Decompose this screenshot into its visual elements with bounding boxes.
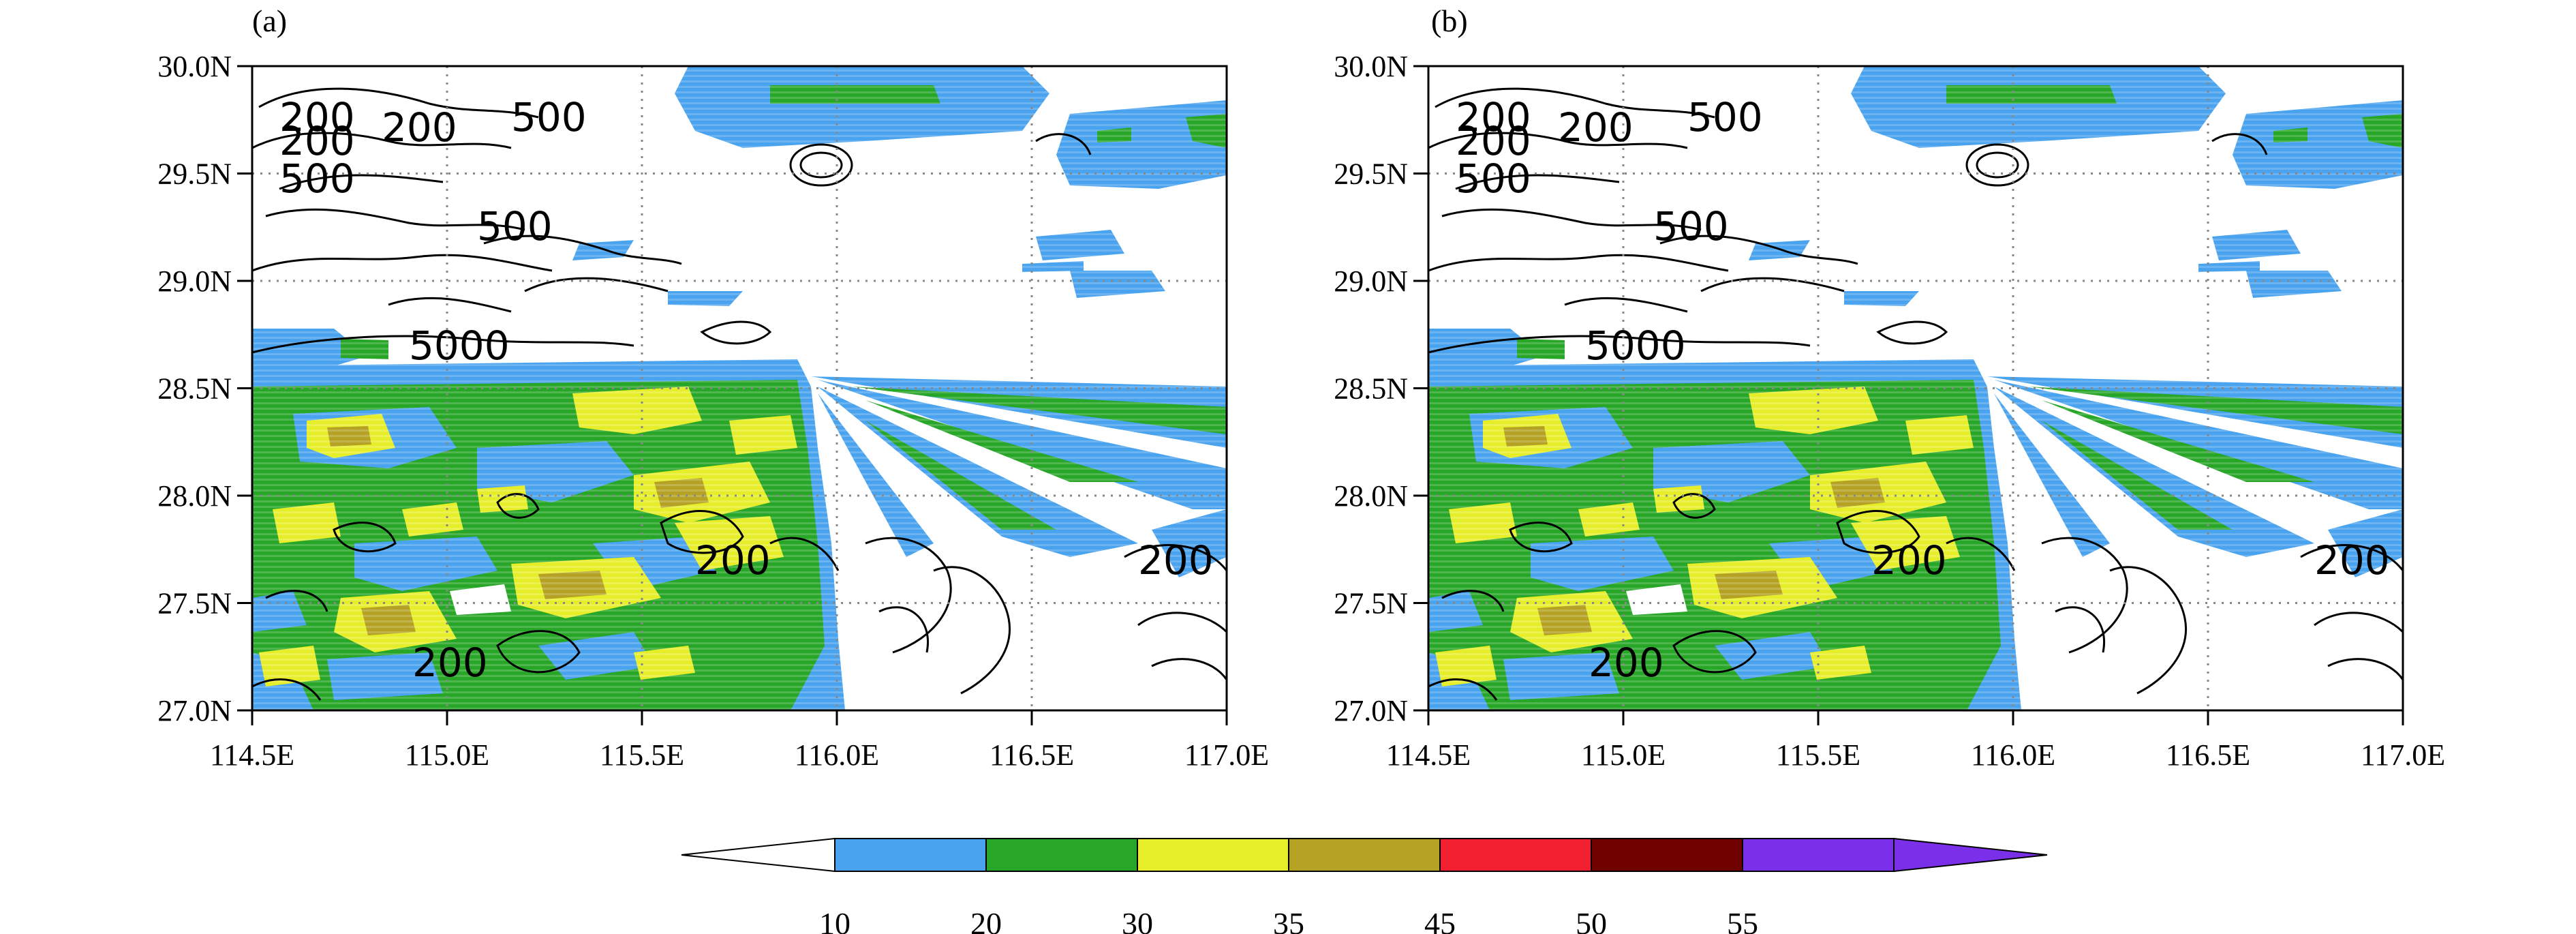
y-tick-label: 29.5N: [157, 157, 232, 191]
contour-label: 200: [412, 639, 488, 686]
x-axis-ticks-a: 114.5E 115.0E 115.5E 116.0E 116.5E 117.0E: [210, 710, 1269, 772]
contour-label: 5000: [1585, 322, 1686, 369]
y-axis-ticks-b: 30.0N 29.5N 29.0N 28.5N 28.0N 27.5N 27.0N: [1334, 50, 1428, 727]
x-tick-label: 115.5E: [600, 738, 684, 772]
contour-label: 500: [1653, 203, 1729, 250]
colorbar-level-label: 45: [1424, 906, 1456, 934]
contour-label: 200: [1456, 94, 1531, 140]
x-tick-label: 117.0E: [2361, 738, 2445, 772]
y-tick-label: 29.0N: [157, 265, 232, 298]
contour-label: 200: [279, 94, 355, 140]
grid-lines: [252, 66, 1227, 710]
panel-label-a: (a): [252, 3, 287, 38]
reflectivity-field: [251, 65, 1228, 712]
y-tick-label: 27.0N: [1334, 694, 1408, 727]
x-tick-label: 115.0E: [405, 738, 489, 772]
grid-lines: [1428, 66, 2403, 710]
reflectivity-field: [1427, 65, 2404, 712]
colorbar-box: [1742, 838, 1895, 872]
x-tick-label: 117.0E: [1184, 738, 1269, 772]
colorbar-min-triangle: [681, 837, 835, 873]
x-tick-label: 116.0E: [1971, 738, 2055, 772]
panel-label-b: (b): [1431, 3, 1468, 38]
x-tick-label: 114.5E: [210, 738, 294, 772]
contour-label: 500: [511, 94, 587, 140]
x-axis-ticks-b: 114.5E 115.0E 115.5E 116.0E 116.5E 117.0E: [1386, 710, 2445, 772]
x-tick-label: 115.0E: [1581, 738, 1666, 772]
x-tick-label: 116.5E: [990, 738, 1074, 772]
y-tick-label: 29.5N: [1334, 157, 1408, 191]
y-tick-label: 27.5N: [157, 587, 232, 620]
x-tick-label: 116.5E: [2166, 738, 2250, 772]
colorbar-level-label: 35: [1273, 906, 1304, 934]
colorbar-box: [1288, 838, 1441, 872]
contour-label: 200: [1871, 537, 1947, 584]
contour-label: 200: [2314, 537, 2390, 584]
contour-label: 200: [1589, 639, 1664, 686]
y-tick-label: 28.0N: [1334, 479, 1408, 513]
y-tick-label: 27.5N: [1334, 587, 1408, 620]
y-tick-label: 27.0N: [157, 694, 232, 727]
y-tick-label: 30.0N: [1334, 50, 1408, 83]
y-tick-label: 28.0N: [157, 479, 232, 513]
colorbar: 10 20 30 35 45 50 55: [681, 837, 2048, 934]
y-tick-label: 30.0N: [157, 50, 232, 83]
colorbar-box: [834, 838, 987, 872]
colorbar-level-label: 55: [1727, 906, 1758, 934]
contour-label: 200: [695, 537, 771, 584]
contour-label: 200: [1138, 537, 1214, 584]
colorbar-max-triangle: [1893, 837, 2048, 873]
y-axis-ticks-a: 30.0N 29.5N 29.0N 28.5N 28.0N 27.5N 27.0N: [157, 50, 252, 727]
y-tick-label: 28.5N: [157, 372, 232, 406]
contour-label: 200: [1456, 118, 1531, 164]
contour-label: 500: [477, 203, 553, 250]
contour-label: 200: [279, 118, 355, 164]
contour-label: 200: [1558, 104, 1634, 151]
y-tick-label: 28.5N: [1334, 372, 1408, 406]
contour-label: 5000: [409, 322, 510, 369]
x-tick-label: 114.5E: [1386, 738, 1471, 772]
colorbar-level-label: 10: [819, 906, 850, 934]
colorbar-box: [1591, 838, 1743, 872]
contour-label: 500: [1687, 94, 1763, 140]
colorbar-level-label: 20: [970, 906, 1002, 934]
contour-label: 500: [1456, 155, 1531, 202]
colorbar-level-label: 30: [1122, 906, 1153, 934]
colorbar-box: [1137, 838, 1289, 872]
x-tick-label: 116.0E: [795, 738, 879, 772]
colorbar-box: [985, 838, 1138, 872]
colorbar-box: [1439, 838, 1592, 872]
contour-label: 500: [279, 155, 355, 202]
y-tick-label: 29.0N: [1334, 265, 1408, 298]
contour-label: 200: [382, 104, 457, 151]
x-tick-label: 115.5E: [1776, 738, 1860, 772]
colorbar-level-label: 50: [1576, 906, 1607, 934]
